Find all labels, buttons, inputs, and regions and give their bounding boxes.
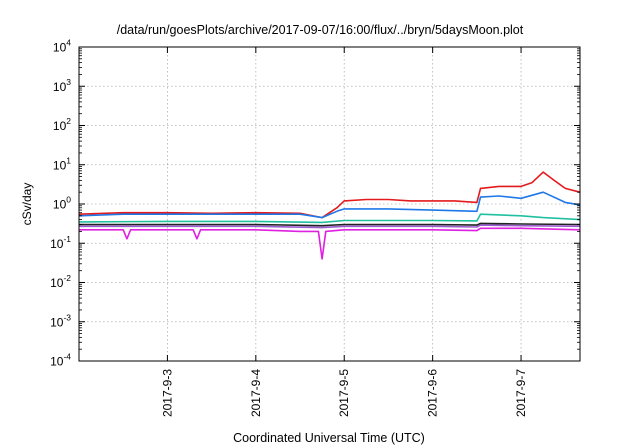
y-tick-label: 103 (53, 77, 71, 94)
y-tick-label: 10-3 (50, 312, 71, 329)
y-tick-label: 10-1 (50, 234, 71, 251)
series-line-3 (78, 213, 581, 224)
y-tick-label: 10-4 (50, 352, 71, 369)
series-line-4 (79, 222, 581, 227)
grid (79, 47, 580, 361)
chart-title: /data/run/goesPlots/archive/2017-09-07/1… (117, 23, 524, 37)
series-line-6 (79, 227, 581, 260)
x-tick-label: 2017-9-6 (426, 369, 440, 417)
x-tick-label: 2017-9-7 (514, 369, 528, 417)
y-tick-label: 102 (53, 116, 71, 133)
y-tick-label: 10-2 (50, 273, 71, 290)
series-line-1 (78, 171, 581, 219)
y-tick-label: 101 (53, 155, 71, 172)
series-group (78, 171, 581, 260)
x-tick-label: 2017-9-3 (160, 369, 174, 417)
y-tick-label: 104 (53, 38, 71, 55)
x-tick-label: 2017-9-5 (337, 369, 351, 417)
y-axis-label: cSv/day (20, 183, 34, 226)
series-line-5 (79, 224, 581, 229)
x-axis-label: Coordinated Universal Time (UTC) (233, 431, 425, 445)
series-line-2 (78, 191, 581, 219)
plot-frame (78, 46, 581, 362)
x-tick-label: 2017-9-4 (249, 369, 263, 417)
y-tick-label: 100 (53, 195, 71, 212)
y-axis: 10-4 10-3 10-2 10-1 100 101 102 103 104 (50, 38, 580, 369)
x-axis: 2017-9-3 2017-9-4 2017-9-5 2017-9-6 2017-9-7 (160, 47, 528, 417)
